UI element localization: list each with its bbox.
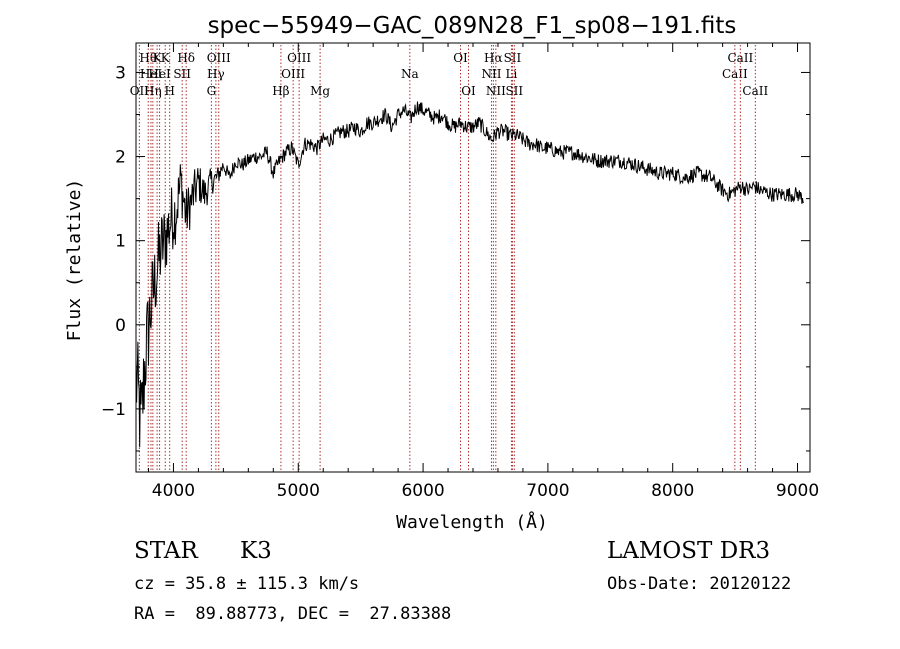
spectral-line-label: K — [161, 51, 171, 65]
x-tick-label: 9000 — [776, 481, 819, 501]
spectral-line-label: Hβ — [272, 84, 289, 98]
spectral-line-label: OI — [453, 51, 468, 65]
spectral-line-label: NII — [481, 67, 501, 81]
plot-area: OIIHθHeIHηKHeIKHSIIHδGHγOIIIHβOIIIOIIIMg… — [101, 42, 819, 501]
y-tick-label: 3 — [115, 63, 126, 83]
spectrum-trace — [136, 101, 804, 448]
spectral-line-label: CaII — [742, 84, 768, 98]
survey-label: LAMOST DR3 — [607, 538, 771, 564]
spectral-line-label: SII — [173, 67, 191, 81]
spectral-line-label: HeI — [148, 67, 171, 81]
x-tick-label: 6000 — [401, 481, 444, 501]
spectral-line-label: H — [164, 84, 174, 98]
plot-frame — [135, 42, 811, 473]
x-tick-label: 7000 — [526, 481, 569, 501]
spectral-line-label: Hθ — [139, 51, 157, 65]
spectral-line-label: Hδ — [177, 51, 195, 65]
y-tick-label: 0 — [115, 316, 126, 336]
spectral-line-label: CaII — [727, 51, 753, 65]
x-axis-label: Wavelength (Å) — [396, 511, 548, 533]
x-tick-label: 8000 — [651, 481, 694, 501]
y-tick-label: 1 — [115, 232, 126, 252]
spectral-line-label: OIII — [281, 67, 305, 81]
spectral-line-label: G — [207, 84, 217, 98]
spectral-line-label: Hη — [144, 84, 162, 98]
spectral-line-label: K — [153, 51, 163, 65]
spectral-line-label: OIII — [287, 51, 311, 65]
spectral-line-label: Na — [401, 67, 419, 81]
obs-date: Obs-Date: 20120122 — [607, 574, 792, 594]
spectral-line-label: OII — [130, 84, 150, 98]
spectral-line-label: OIII — [207, 51, 231, 65]
spectral-line-label: OI — [461, 84, 476, 98]
x-tick-label: 5000 — [277, 481, 320, 501]
y-tick-label: 2 — [115, 148, 126, 168]
spectral-line-label: Li — [506, 67, 518, 81]
object-subclass: K3 — [240, 538, 272, 564]
spectral-line-label: CaII — [722, 67, 748, 81]
spectral-line-label: Hγ — [207, 67, 225, 81]
spectral-line-label: Hα — [484, 51, 503, 65]
x-tick-label: 4000 — [152, 481, 195, 501]
spectral-line-label: SII — [505, 84, 523, 98]
spectral-line-label: Mg — [310, 84, 330, 98]
chart-title: spec−55949−GAC_089N28_F1_sp08−191.fits — [208, 13, 737, 39]
y-tick-label: −1 — [101, 400, 126, 420]
y-axis-label: Flux (relative) — [64, 179, 85, 342]
redshift-readout: cz = 35.8 ± 115.3 km/s — [134, 574, 360, 594]
spectral-line-label: SII — [504, 51, 522, 65]
object-class: STAR — [134, 538, 198, 564]
spectral-line-label: NII — [486, 84, 506, 98]
coordinates: RA = 89.88773, DEC = 27.83388 — [134, 604, 452, 624]
